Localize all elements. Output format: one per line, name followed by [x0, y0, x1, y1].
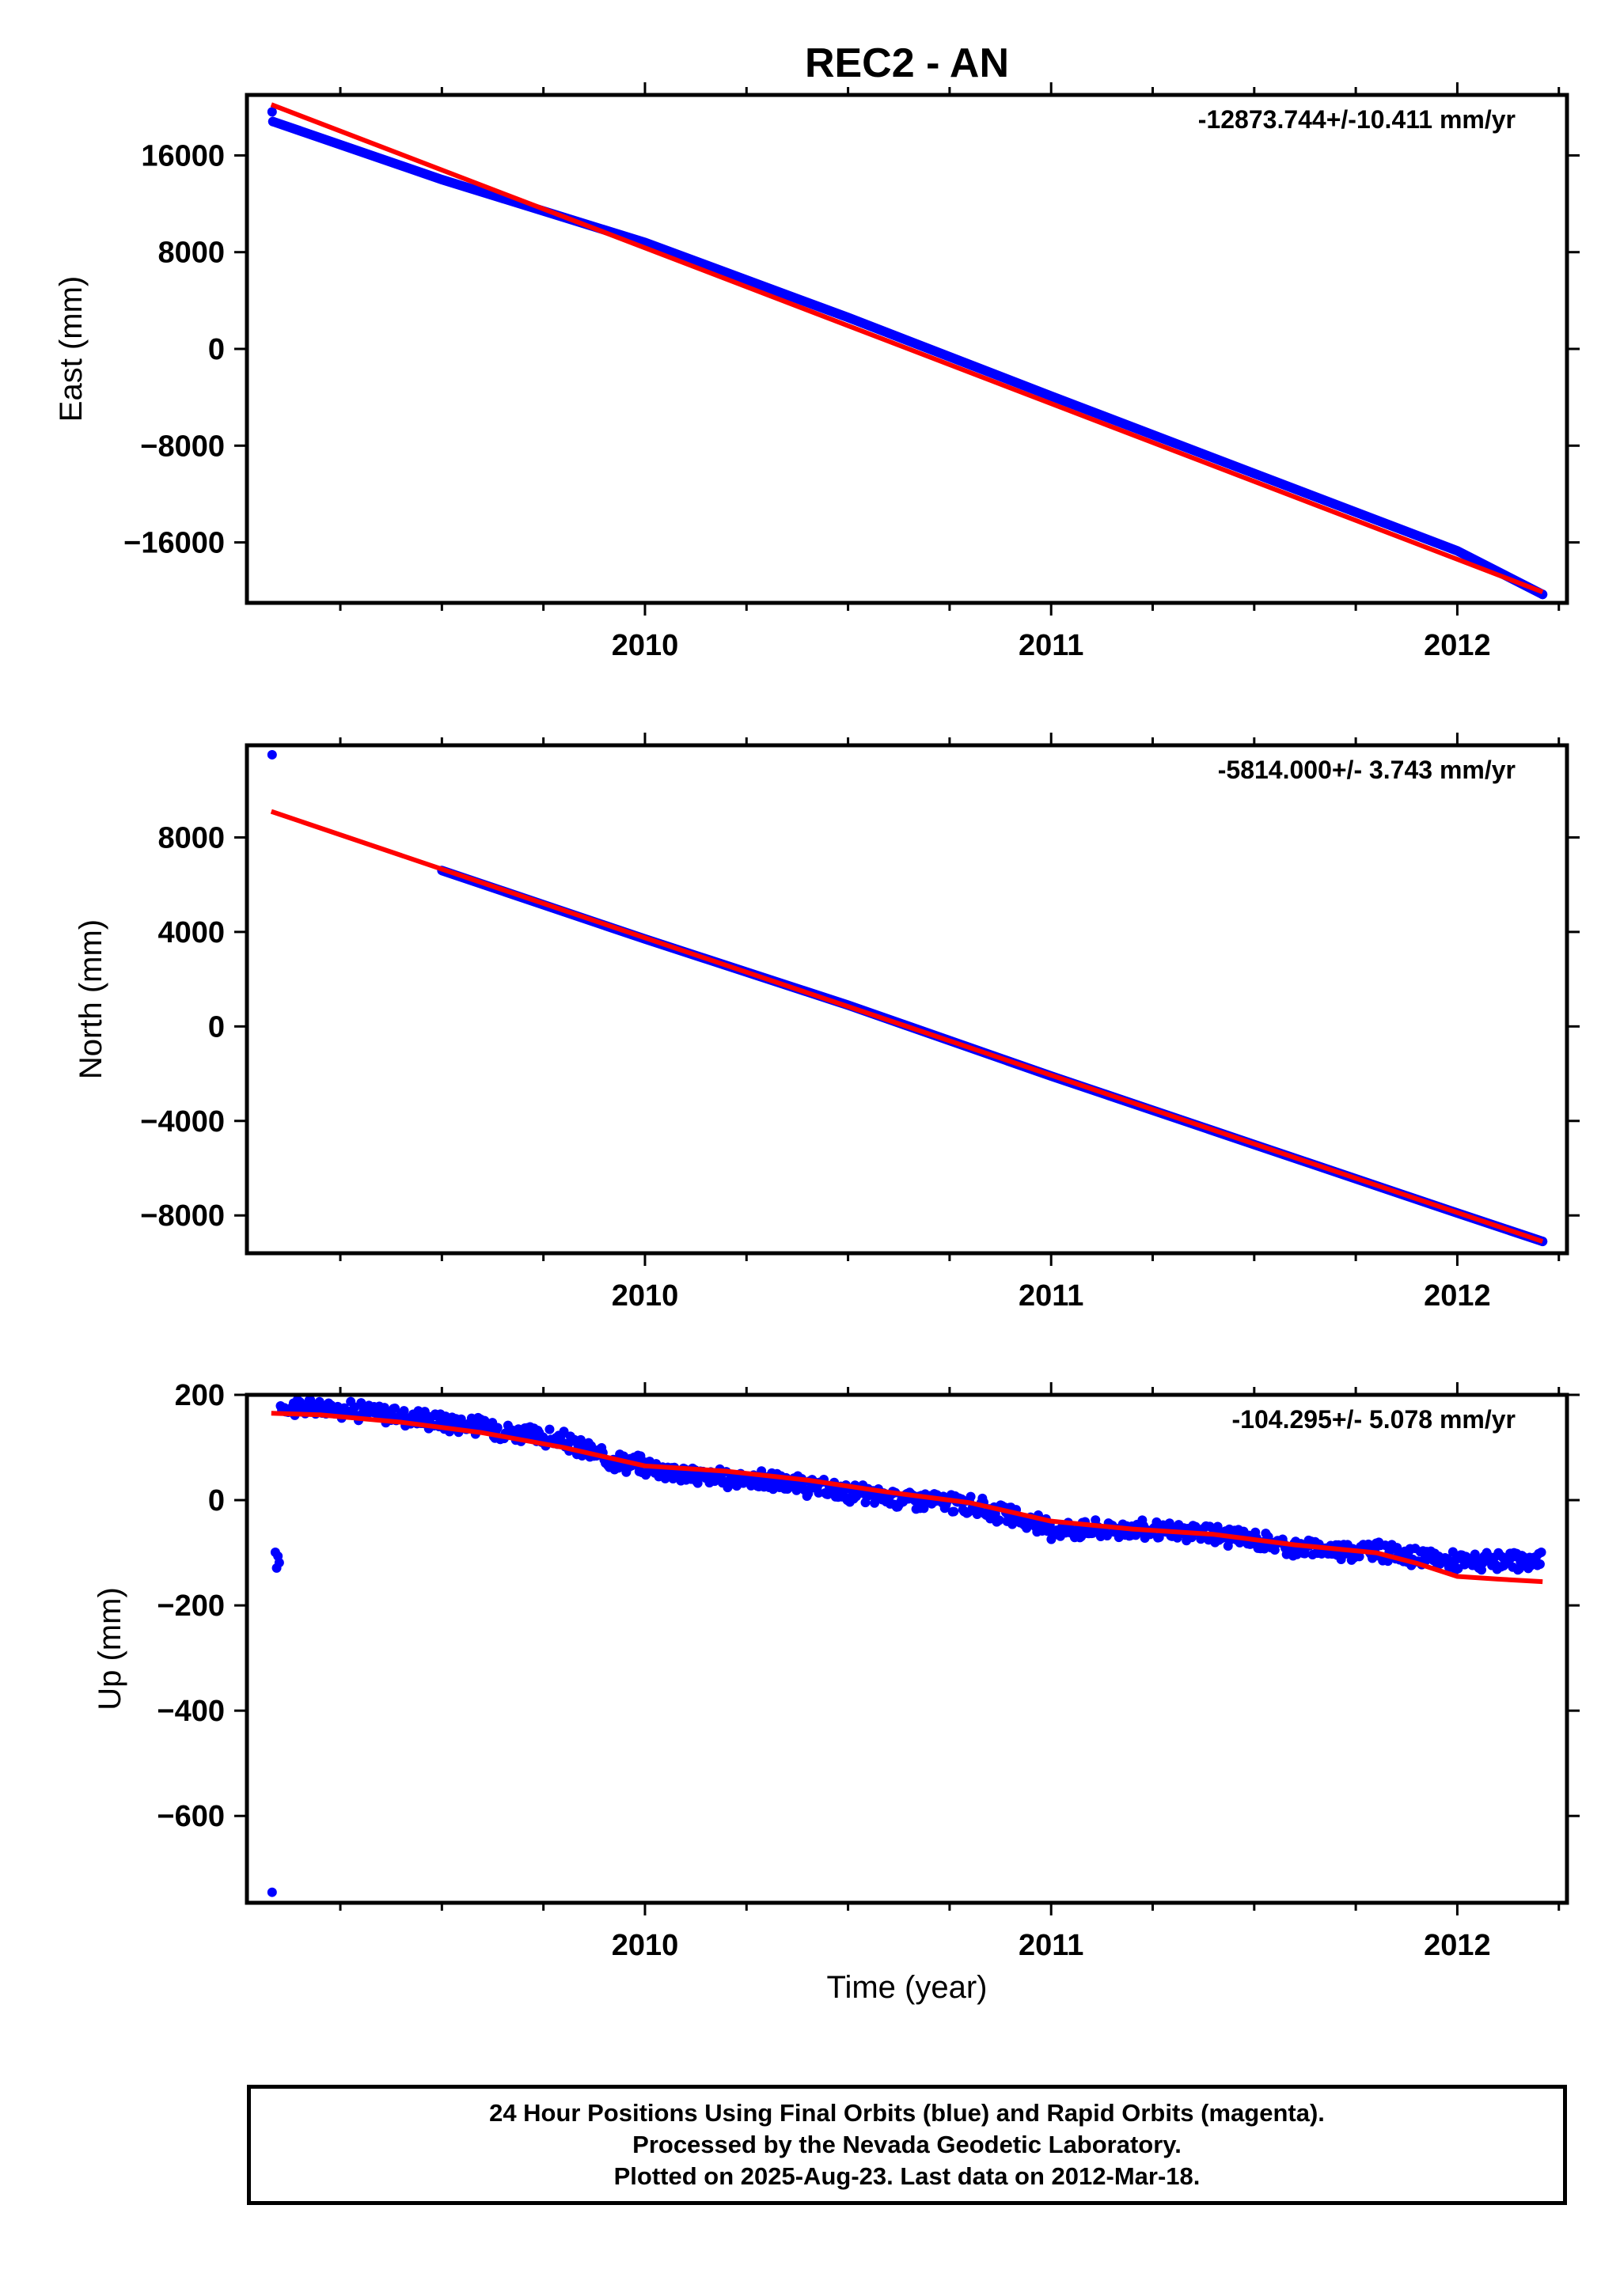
x-tick-label: 2010: [612, 629, 679, 662]
y-axis-label: North (mm): [74, 919, 108, 1079]
y-tick-label: −4000: [140, 1105, 225, 1139]
final-orbit-point: [1212, 1521, 1223, 1532]
plot-frame: [245, 743, 1569, 1256]
final-orbit-point: [456, 1414, 466, 1424]
x-tick-label: 2012: [1424, 1279, 1491, 1313]
footer-line-1: 24 Hour Positions Using Final Orbits (bl…: [489, 2099, 1325, 2127]
final-orbit-point: [1470, 1549, 1480, 1559]
y-tick-label: 4000: [157, 916, 225, 949]
x-tick-label: 2010: [612, 1929, 679, 1962]
footer-line-3: Plotted on 2025-Aug-23. Last data on 201…: [613, 2162, 1201, 2190]
y-tick-label: −400: [157, 1695, 225, 1728]
figure-title: REC2 - AN: [805, 40, 1009, 86]
y-tick-label: 8000: [157, 821, 225, 854]
y-tick-label: −8000: [140, 430, 225, 463]
final-orbit-point: [692, 1478, 703, 1488]
final-orbit-point: [575, 1434, 586, 1445]
y-tick-label: −8000: [140, 1199, 225, 1233]
outlier-point: [267, 107, 277, 117]
final-orbit-point: [544, 1424, 555, 1434]
final-orbit-point: [399, 1406, 409, 1416]
x-tick-label: 2012: [1424, 1929, 1491, 1962]
final-orbit-point: [1154, 1533, 1164, 1543]
final-orbit-point: [1535, 1559, 1545, 1569]
final-orbit-point: [492, 1423, 503, 1433]
x-tick-label: 2010: [612, 1279, 679, 1313]
up-panel: 2010 2011 2012 200 0 −200 −400 −600 Up (mm) -104.…: [93, 1379, 1580, 1962]
y-tick-label: 0: [208, 1484, 225, 1517]
outlier-point: [267, 749, 277, 760]
y-axis-label: East (mm): [54, 276, 89, 422]
footer-box: 24 Hour Positions Using Final Orbits (bl…: [247, 2085, 1567, 2205]
final-orbit-series: [267, 116, 1548, 600]
final-orbit-point: [966, 1491, 976, 1502]
y-tick-label: 0: [208, 333, 225, 366]
y-tick-label: −200: [157, 1589, 225, 1623]
x-tick-label: 2011: [1019, 629, 1083, 662]
x-tick-label: 2011: [1019, 1929, 1083, 1962]
plot-frame: [245, 1392, 1569, 1905]
final-orbit-point: [1536, 1547, 1546, 1557]
rate-label: -104.295+/- 5.078 mm/yr: [1232, 1405, 1516, 1434]
data-layer: [267, 749, 1548, 1247]
outlier-point: [267, 116, 278, 127]
rate-label: -12873.744+/-10.411 mm/yr: [1198, 105, 1516, 134]
fit-line: [270, 102, 1544, 595]
north-panel: 2010 2011 2012 8000 4000 0 −4000 −8000 North (mm…: [74, 733, 1580, 1313]
final-orbit-point: [1354, 1552, 1364, 1562]
fit-line: [271, 1411, 1543, 1585]
final-orbit-point: [274, 1558, 284, 1568]
final-orbit-point: [949, 1506, 959, 1517]
final-orbit-point: [390, 1403, 400, 1413]
y-tick-label: 0: [208, 1010, 225, 1044]
footer-line-2: Processed by the Nevada Geodetic Laborat…: [632, 2131, 1182, 2158]
y-tick-label: 8000: [157, 237, 225, 270]
y-axis-label: Up (mm): [93, 1587, 127, 1711]
y-tick-label: 200: [175, 1379, 225, 1412]
final-orbit-point: [994, 1515, 1004, 1525]
x-axis-label: Time (year): [827, 1970, 988, 2005]
final-orbit-point: [559, 1426, 569, 1437]
rate-label: -5814.000+/- 3.743 mm/yr: [1218, 756, 1516, 784]
data-layer: [267, 1395, 1546, 1897]
x-tick-label: 2012: [1424, 629, 1491, 662]
outlier-point: [267, 1887, 277, 1897]
plot-frame: [245, 93, 1569, 605]
x-tick-label: 2011: [1019, 1279, 1083, 1313]
fit-line: [270, 809, 1544, 1244]
y-tick-label: −16000: [123, 527, 225, 560]
east-panel: 2010 2011 2012 16000 8000 0 −8000 −16000 East (m…: [54, 82, 1580, 662]
data-layer: [267, 102, 1548, 600]
final-orbit-point: [1392, 1543, 1402, 1553]
y-tick-label: −600: [157, 1800, 225, 1833]
y-tick-label: 16000: [141, 139, 225, 172]
